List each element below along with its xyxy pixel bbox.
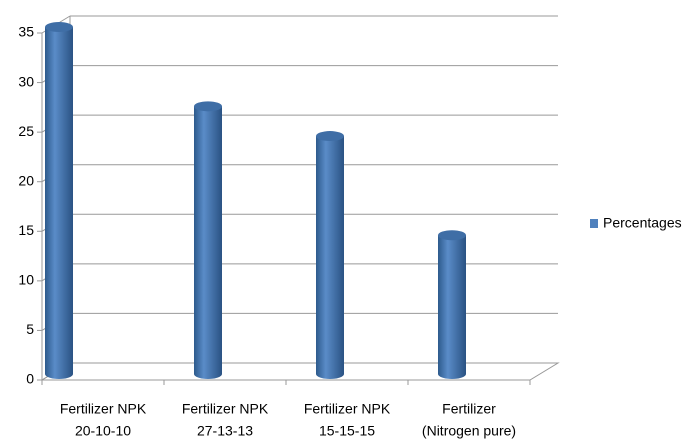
bar	[438, 230, 466, 379]
y-tick-label: 20	[18, 172, 34, 188]
y-tick-label: 10	[18, 272, 34, 288]
bar	[316, 131, 344, 379]
bar	[45, 22, 73, 379]
y-tick-label: 15	[18, 222, 34, 238]
y-tick-label: 5	[26, 321, 34, 337]
y-tick-label: 0	[26, 371, 34, 387]
y-tick-label: 30	[18, 73, 34, 89]
x-tick-label: Fertilizer NPK	[60, 401, 147, 417]
legend-swatch	[590, 219, 598, 228]
x-tick-label: Fertilizer	[442, 401, 496, 417]
x-tick-label: 15-15-15	[319, 423, 375, 439]
x-tick-label: (Nitrogen pure)	[422, 423, 516, 439]
y-tick-label: 25	[18, 123, 34, 139]
x-tick-label: Fertilizer NPK	[182, 401, 269, 417]
y-tick-label: 35	[18, 24, 34, 40]
bar	[194, 101, 222, 380]
floor	[40, 362, 560, 381]
x-tick-label: Fertilizer NPK	[304, 401, 391, 417]
legend-label: Percentages	[603, 215, 682, 231]
x-tick-label: 20-10-10	[75, 423, 131, 439]
x-tick-label: 27-13-13	[197, 423, 253, 439]
